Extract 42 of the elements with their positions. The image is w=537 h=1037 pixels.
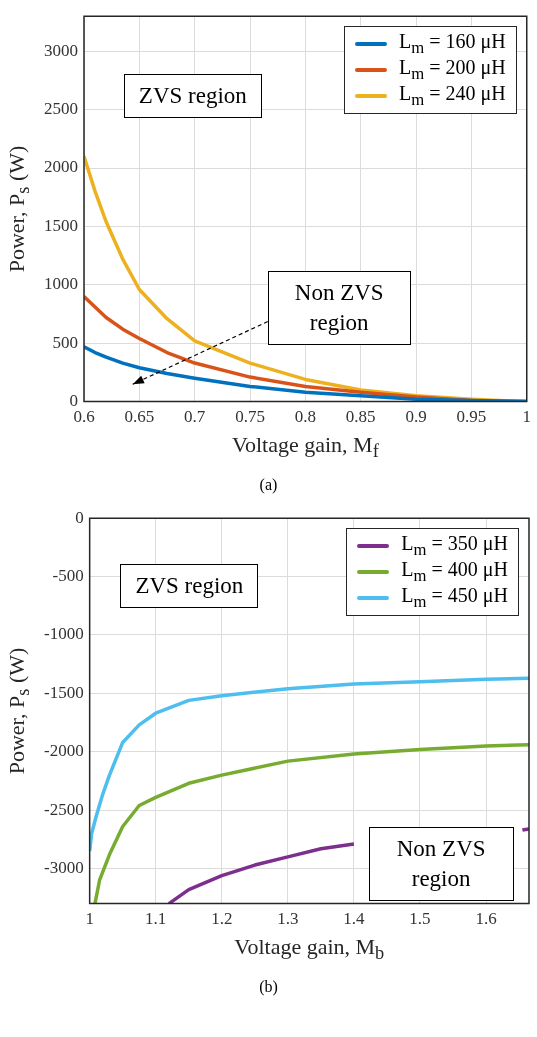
y-tick-label: -2500: [43, 799, 84, 819]
x-tick-label: 1.4: [343, 909, 366, 929]
legend-label: L$_{m}$ = 240 μH: [399, 82, 506, 111]
x-tick-label: 0.9: [405, 407, 427, 427]
x-tick-label: 0.85: [345, 407, 376, 427]
x-tick-label: 0.75: [235, 407, 265, 427]
y-tick-label: 1500: [44, 215, 78, 235]
x-tick-label: 0.7: [184, 407, 206, 427]
y-tick-label: 1000: [44, 274, 78, 294]
y-tick-label: -2000: [43, 741, 84, 761]
y-tick-label: 2500: [44, 99, 78, 119]
x-tick-label: 1: [522, 407, 531, 427]
legend-label: L$_{m}$ = 350 μH: [401, 532, 508, 560]
legend-label: L$_{m}$ = 450 μH: [401, 584, 508, 613]
text: (a): [258, 476, 279, 494]
legend-label: L$_{m}$ = 200 μH: [399, 56, 506, 84]
x-tick-label: 1.6: [475, 909, 497, 929]
x-tick-label: 1.3: [277, 909, 299, 929]
y-tick-label: -1500: [43, 682, 84, 702]
y-tick-label: 3000: [44, 40, 78, 60]
annotation: Non ZVS region: [368, 826, 514, 901]
x-tick-label: 1.2: [211, 909, 233, 929]
x-tick-label: 1.1: [145, 909, 167, 929]
x-tick-label: 1.5: [409, 909, 431, 929]
legend-label: L$_{m}$ = 160 μH: [399, 30, 506, 58]
legend-label: L$_{m}$ = 400 μH: [401, 558, 508, 586]
x-axis-title: Voltage gain, M$_{f}$: [230, 431, 380, 462]
annotation: Non ZVS region: [267, 270, 411, 345]
text: (b): [258, 978, 279, 996]
annotation: ZVS region: [123, 74, 262, 118]
x-tick-label: 0.65: [124, 407, 155, 427]
y-tick-label: 0: [75, 507, 84, 527]
y-tick-label: -500: [52, 566, 84, 586]
x-tick-label: 1: [85, 909, 94, 929]
x-axis-title: Voltage gain, M$_{b}$: [233, 933, 386, 964]
y-tick-label: 500: [52, 332, 78, 352]
annotation: ZVS region: [120, 564, 259, 609]
x-tick-label: 0.8: [294, 407, 316, 427]
x-tick-label: 0.95: [456, 407, 487, 427]
y-tick-label: -3000: [43, 858, 84, 878]
y-tick-label: 2000: [44, 157, 78, 177]
y-tick-label: -1000: [43, 624, 84, 644]
